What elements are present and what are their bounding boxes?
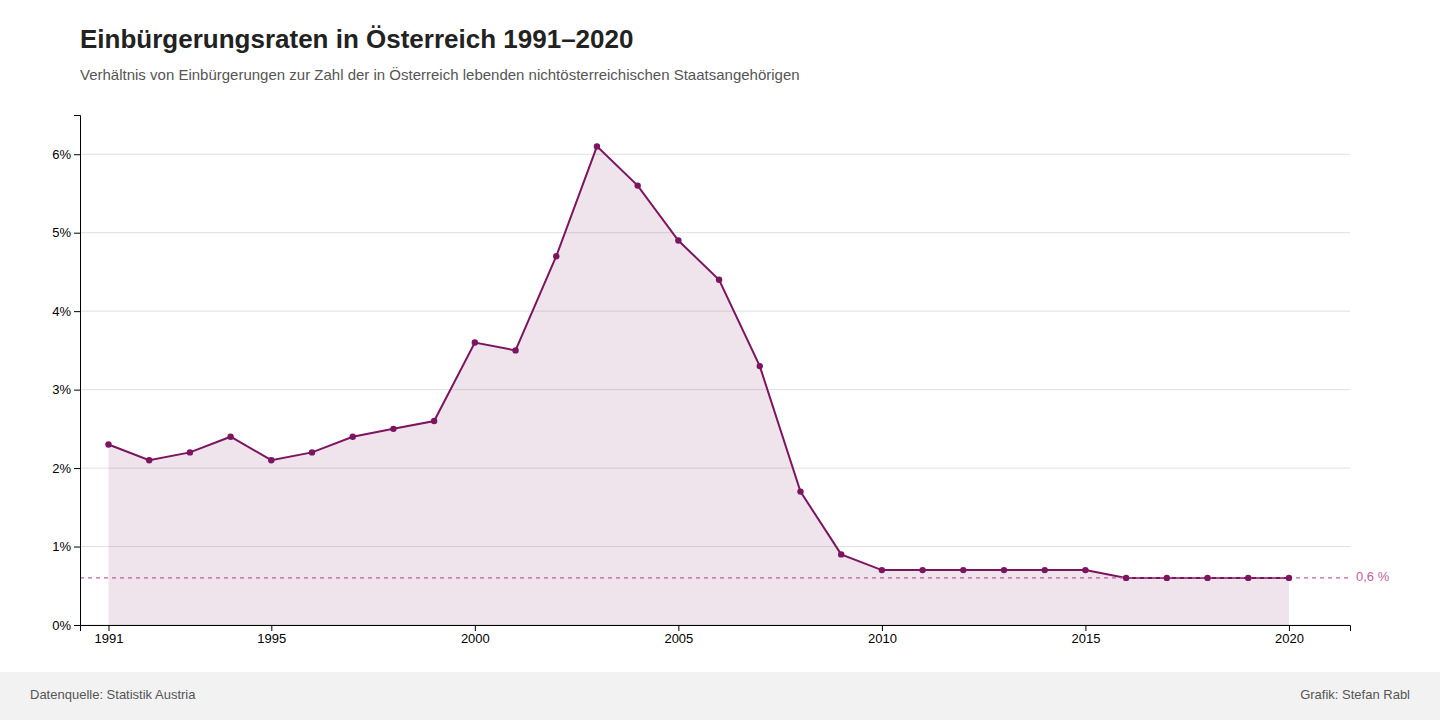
y-tick-label: 6% (52, 147, 71, 162)
title: Einbürgerungsraten in Österreich 1991–20… (80, 24, 633, 54)
credit: Grafik: Stefan Rabl (1300, 687, 1410, 702)
plot-area (80, 143, 1350, 625)
point (838, 551, 844, 557)
x-tick: 2020 (1275, 625, 1304, 646)
point (1082, 567, 1088, 573)
point (919, 567, 925, 573)
point (309, 449, 315, 455)
point (675, 237, 681, 243)
point (1123, 575, 1129, 581)
x-tick: 1991 (95, 625, 124, 646)
x-tick-label: 2020 (1275, 631, 1304, 646)
x-tick: 2000 (461, 625, 490, 646)
y-tick: 5% (52, 225, 80, 240)
point (879, 567, 885, 573)
x-tick: 2005 (664, 625, 693, 646)
point (1042, 567, 1048, 573)
point (187, 449, 193, 455)
y-axis: 0% 1% 2% 3% 4% 5% 6% (52, 116, 80, 633)
point (1204, 575, 1210, 581)
y-tick-mark (74, 390, 80, 391)
footer-band (0, 672, 1440, 720)
y-tick-label: 5% (52, 225, 71, 240)
point (716, 277, 722, 283)
point (594, 143, 600, 149)
point (1245, 575, 1251, 581)
point (431, 418, 437, 424)
y-axis-line (74, 116, 81, 626)
x-tick-label: 2000 (461, 631, 490, 646)
y-tick: 2% (52, 461, 80, 476)
point (390, 426, 396, 432)
y-tick-label: 3% (52, 382, 71, 397)
x-tick: 2015 (1071, 625, 1100, 646)
point (512, 347, 518, 353)
y-tick: 0% (52, 618, 80, 633)
x-tick-mark (108, 625, 109, 631)
subtitle: Verhältnis von Einbürgerungen zur Zahl d… (80, 66, 800, 83)
y-tick-label: 0% (52, 618, 71, 633)
x-axis: 1991 1995 2000 2005 2010 2015 2020 (81, 625, 1351, 646)
point (553, 253, 559, 259)
line (108, 146, 1288, 578)
point (1286, 575, 1292, 581)
point (757, 363, 763, 369)
y-tick-mark (74, 547, 80, 548)
source: Datenquelle: Statistik Austria (30, 687, 196, 702)
x-tick-mark (1289, 625, 1290, 631)
point (105, 441, 111, 447)
y-tick: 6% (52, 147, 80, 162)
y-tick-mark (74, 625, 80, 626)
grid-line (80, 232, 1350, 233)
x-tick-mark (475, 625, 476, 631)
y-tick: 1% (52, 539, 80, 554)
annotation: 0,6 % (1356, 569, 1390, 584)
point (146, 457, 152, 463)
point (797, 488, 803, 494)
y-tick: 4% (52, 304, 80, 319)
point (960, 567, 966, 573)
x-tick-mark (1085, 625, 1086, 631)
x-tick-mark (882, 625, 883, 631)
x-tick-mark (271, 625, 272, 631)
point (634, 182, 640, 188)
x-tick-label: 2015 (1071, 631, 1100, 646)
point (472, 339, 478, 345)
y-tick-mark (74, 468, 80, 469)
point (1001, 567, 1007, 573)
y-tick-mark (74, 154, 80, 155)
x-tick-label: 2010 (868, 631, 897, 646)
y-tick: 3% (52, 382, 80, 397)
x-tick: 1995 (257, 625, 286, 646)
reference-line (80, 577, 1350, 578)
x-axis-line (81, 626, 1351, 632)
grid-line (80, 154, 1350, 155)
x-tick-label: 2005 (664, 631, 693, 646)
y-tick-label: 1% (52, 539, 71, 554)
x-tick-label: 1995 (257, 631, 286, 646)
point (1164, 575, 1170, 581)
point (350, 433, 356, 439)
point (227, 433, 233, 439)
area (108, 146, 1288, 625)
y-tick-label: 2% (52, 461, 71, 476)
x-tick-label: 1991 (95, 631, 124, 646)
x-tick: 2010 (868, 625, 897, 646)
point (268, 457, 274, 463)
chart: Einbürgerungsraten in Österreich 1991–20… (0, 0, 1440, 720)
y-tick-label: 4% (52, 304, 71, 319)
x-tick-mark (678, 625, 679, 631)
y-tick-mark (74, 311, 80, 312)
y-tick-mark (74, 233, 80, 234)
